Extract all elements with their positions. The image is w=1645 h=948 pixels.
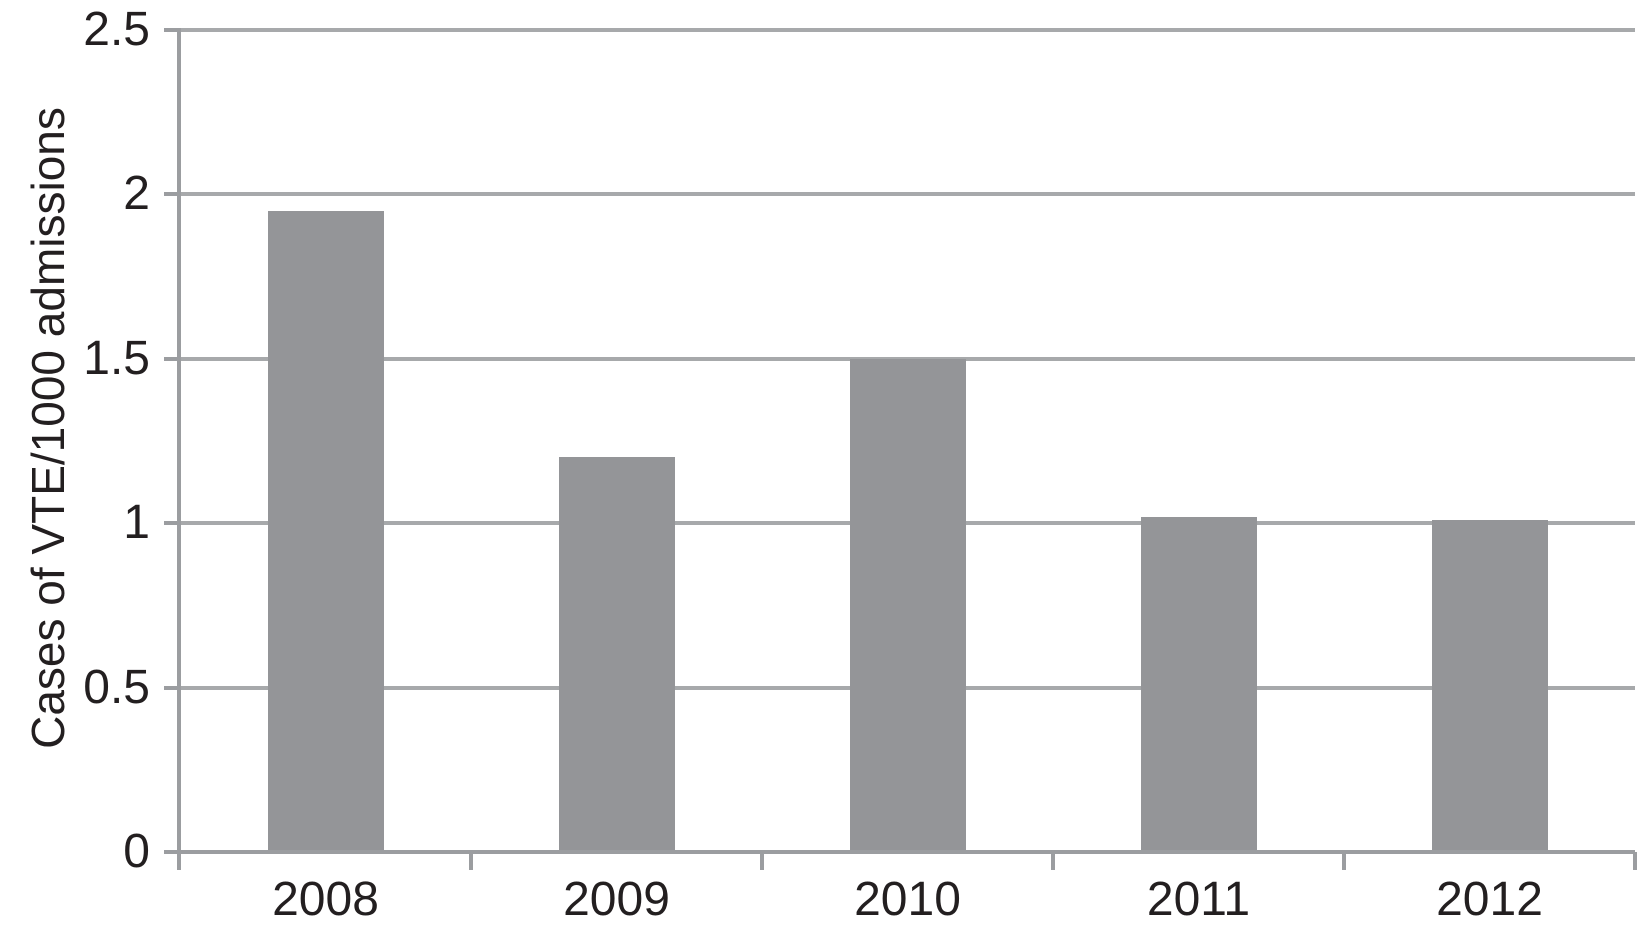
y-tick-label-2: 2 — [123, 167, 150, 221]
x-tick-label-2008: 2008 — [272, 873, 379, 926]
y-tick-2.5 — [164, 28, 179, 32]
x-tick-after-2011 — [1342, 852, 1346, 870]
bar-2009 — [558, 457, 675, 852]
x-tick-after-2008 — [469, 852, 473, 870]
x-tick-after-2012 — [1633, 852, 1637, 870]
bar-2008 — [267, 210, 384, 852]
gridline-y-2.5 — [180, 28, 1635, 32]
y-tick-1 — [164, 521, 179, 526]
x-tick-label-2010: 2010 — [854, 873, 961, 926]
y-tick-label-2.5: 2.5 — [83, 3, 150, 56]
x-tick-after-2010 — [1051, 852, 1055, 870]
y-tick-label-1: 1 — [123, 496, 150, 550]
y-tick-label-0: 0 — [123, 825, 150, 878]
x-tick-label-2012: 2012 — [1436, 873, 1543, 926]
bar-2010 — [849, 358, 966, 852]
gridline-y-1.5 — [180, 356, 1635, 361]
y-tick-label-1.5: 1.5 — [83, 331, 150, 385]
gridline-y-2 — [180, 192, 1635, 197]
y-tick-label-0.5: 0.5 — [83, 660, 150, 714]
x-axis-line — [177, 850, 1635, 854]
y-tick-2 — [164, 192, 179, 197]
y-tick-0.5 — [164, 685, 179, 690]
y-tick-0 — [164, 850, 179, 854]
x-tick-label-2011: 2011 — [1146, 873, 1251, 926]
plot-area — [180, 28, 1635, 852]
y-tick-1.5 — [164, 356, 179, 361]
y-axis-line — [177, 28, 181, 870]
bar-2012 — [1431, 519, 1548, 852]
x-tick-after-2009 — [760, 852, 764, 870]
x-tick-label-2009: 2009 — [563, 873, 670, 926]
bar-2011 — [1140, 516, 1257, 852]
